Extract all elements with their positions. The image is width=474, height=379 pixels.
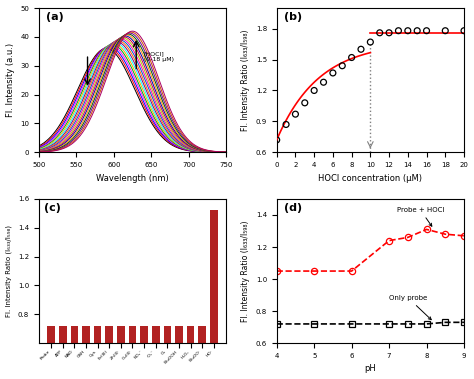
Point: [385, 30, 393, 36]
Text: Probe + HOCl: Probe + HOCl: [397, 207, 444, 226]
Text: (c): (c): [45, 203, 61, 213]
Point: [329, 70, 337, 76]
Line: Probe + HOCl: Probe + HOCl: [273, 226, 467, 274]
Point: [301, 100, 309, 106]
Probe + HOCl: [442, 232, 448, 236]
Y-axis label: Fl. Intensity Ratio (I₆₃₃/I₅₉₈): Fl. Intensity Ratio (I₆₃₃/I₅₉₈): [241, 30, 250, 131]
Only probe: [311, 322, 317, 326]
Point: [348, 55, 356, 61]
Only probe: [386, 322, 392, 326]
Bar: [117, 326, 125, 379]
Probe + HOCl: [311, 269, 317, 273]
Point: [357, 46, 365, 52]
Line: Only probe: Only probe: [273, 319, 467, 327]
Bar: [47, 326, 55, 379]
Point: [395, 28, 402, 34]
Point: [423, 28, 430, 34]
Point: [292, 111, 299, 117]
Point: [320, 79, 328, 85]
Point: [338, 63, 346, 69]
Probe + HOCl: [349, 269, 355, 273]
Point: [376, 30, 383, 36]
Probe + HOCl: [461, 233, 467, 238]
Only probe: [424, 322, 429, 326]
X-axis label: pH: pH: [365, 365, 376, 373]
X-axis label: HOCl concentration (μM): HOCl concentration (μM): [319, 174, 422, 183]
Only probe: [442, 320, 448, 324]
Bar: [71, 326, 78, 379]
Point: [366, 39, 374, 45]
Probe + HOCl: [274, 269, 280, 273]
Bar: [140, 326, 148, 379]
Point: [404, 28, 411, 34]
Bar: [175, 326, 183, 379]
Probe + HOCl: [405, 235, 410, 240]
Only probe: [461, 320, 467, 324]
Y-axis label: Fl. Intensity (a.u.): Fl. Intensity (a.u.): [6, 43, 15, 117]
Only probe: [349, 322, 355, 326]
Bar: [59, 326, 66, 379]
Point: [460, 28, 468, 34]
Y-axis label: Fl. Intensity Ratio (I₆₃₃/I₅₉₈): Fl. Intensity Ratio (I₆₃₃/I₅₉₈): [6, 225, 12, 317]
Only probe: [274, 322, 280, 326]
Bar: [94, 326, 101, 379]
Point: [310, 88, 318, 94]
Bar: [82, 326, 90, 379]
Point: [413, 28, 421, 34]
Point: [273, 137, 281, 143]
Y-axis label: Fl. Intensity Ratio (I₆₃₃/I₅₉₈): Fl. Intensity Ratio (I₆₃₃/I₅₉₈): [241, 220, 250, 322]
Only probe: [405, 322, 410, 326]
Bar: [105, 326, 113, 379]
Bar: [210, 210, 218, 379]
Text: [HOCl]
(0-18 μM): [HOCl] (0-18 μM): [144, 52, 174, 63]
Point: [441, 28, 449, 34]
Text: Only probe: Only probe: [389, 295, 431, 319]
Bar: [164, 326, 171, 379]
X-axis label: Wavelength (nm): Wavelength (nm): [96, 174, 169, 183]
Bar: [199, 326, 206, 379]
Bar: [187, 326, 194, 379]
Probe + HOCl: [386, 238, 392, 243]
Text: (d): (d): [284, 203, 302, 213]
Text: (b): (b): [284, 13, 302, 22]
Bar: [152, 326, 160, 379]
Probe + HOCl: [424, 227, 429, 232]
Bar: [129, 326, 136, 379]
Text: (a): (a): [46, 13, 64, 22]
Point: [283, 121, 290, 127]
